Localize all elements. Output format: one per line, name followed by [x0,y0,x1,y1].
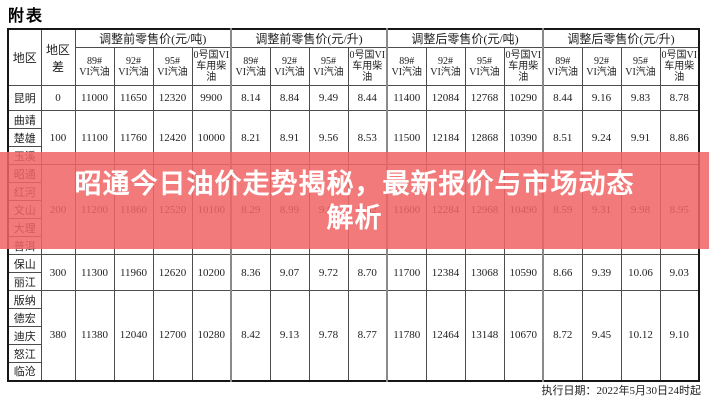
price-cell: 12700 [152,290,193,381]
price-cell: 11300 [74,254,115,291]
price-cell: 11650 [113,85,154,111]
price-cell: 8.44 [347,85,388,111]
sub-header: 92# VI汽油 [269,47,310,86]
page-title: 附表 [8,8,45,25]
price-cell: 9.10 [659,290,700,381]
corner-header-diff: 地区差 [40,28,76,86]
price-cell: 8.14 [230,85,271,111]
region-cell: 迪庆 [7,326,42,345]
region-cell: 曲靖 [7,110,42,129]
group-header: 调整后零售价(元/吨) [386,28,544,48]
price-cell: 10.06 [620,254,661,291]
region-cell: 保山 [7,254,42,273]
price-cell: 9.78 [308,290,349,381]
price-cell: 11400 [386,85,427,111]
price-cell: 11780 [386,290,427,381]
price-cell: 12084 [425,85,466,111]
group-header: 调整后零售价(元/升) [542,28,700,48]
price-cell: 11380 [74,290,115,381]
region-cell: 临沧 [7,362,42,381]
price-cell: 9.13 [269,290,310,381]
price-cell: 12384 [425,254,466,291]
price-cell: 12464 [425,290,466,381]
price-cell: 12768 [464,85,505,111]
region-diff-cell: 0 [40,85,76,111]
price-cell: 10200 [191,254,232,291]
headline-line2: 解析 [326,202,383,233]
price-cell: 10290 [503,85,544,111]
price-cell: 12320 [152,85,193,111]
region-diff-cell: 300 [40,254,76,291]
price-cell: 8.78 [659,85,700,111]
execution-date: 执行日期：2022年5月30日24时起 [541,385,702,397]
sub-header: 92# VI汽油 [425,47,466,86]
price-cell: 9.39 [581,254,622,291]
price-cell: 9.07 [269,254,310,291]
price-cell: 9.03 [659,254,700,291]
region-cell: 楚雄 [7,128,42,147]
price-cell: 9.83 [620,85,661,111]
region-cell: 昆明 [7,85,42,111]
region-cell: 怒江 [7,344,42,363]
region-diff-cell: 380 [40,290,76,381]
price-cell: 10.12 [620,290,661,381]
price-cell: 10280 [191,290,232,381]
price-cell: 9.72 [308,254,349,291]
sub-header: 95# VI汽油 [464,47,505,86]
price-cell: 8.70 [347,254,388,291]
price-cell: 8.77 [347,290,388,381]
headline-line1: 昭通今日油价走势揭秘，最新报价与市场动态 [74,168,635,199]
price-cell: 8.84 [269,85,310,111]
sub-header: 95# VI汽油 [308,47,349,86]
price-cell: 12040 [113,290,154,381]
price-cell: 8.42 [230,290,271,381]
price-cell: 9.16 [581,85,622,111]
price-cell: 8.72 [542,290,583,381]
price-cell: 11960 [113,254,154,291]
headline-overlay: 昭通今日油价走势揭秘，最新报价与市场动态 解析 [0,152,709,249]
sub-header: 89# VI汽油 [230,47,271,86]
sub-header: 89# VI汽油 [386,47,427,86]
sub-header: 95# VI汽油 [620,47,661,86]
price-cell: 8.44 [542,85,583,111]
corner-header-region: 地区 [7,28,42,86]
sub-header: 0号国VI 车用柴油 [347,47,388,86]
region-cell: 丽江 [7,272,42,291]
sub-header: 0号国VI 车用柴油 [191,47,232,86]
price-cell: 11000 [74,85,115,111]
sub-header: 95# VI汽油 [152,47,193,86]
sub-header: 89# VI汽油 [74,47,115,86]
sub-header: 92# VI汽油 [581,47,622,86]
price-cell: 8.66 [542,254,583,291]
price-cell: 9.45 [581,290,622,381]
price-cell: 8.36 [230,254,271,291]
sub-header: 0号国VI 车用柴油 [659,47,700,86]
group-header: 调整前零售价(元/升) [230,28,388,48]
price-cell: 13148 [464,290,505,381]
sub-header: 89# VI汽油 [542,47,583,86]
group-header: 调整前零售价(元/吨) [74,28,232,48]
sub-header: 0号国VI 车用柴油 [503,47,544,86]
region-cell: 版纳 [7,290,42,309]
price-cell: 9900 [191,85,232,111]
price-cell: 10670 [503,290,544,381]
price-cell: 13068 [464,254,505,291]
price-cell: 12620 [152,254,193,291]
region-cell: 德宏 [7,308,42,327]
price-cell: 11700 [386,254,427,291]
price-cell: 10590 [503,254,544,291]
price-cell: 9.49 [308,85,349,111]
sub-header: 92# VI汽油 [113,47,154,86]
